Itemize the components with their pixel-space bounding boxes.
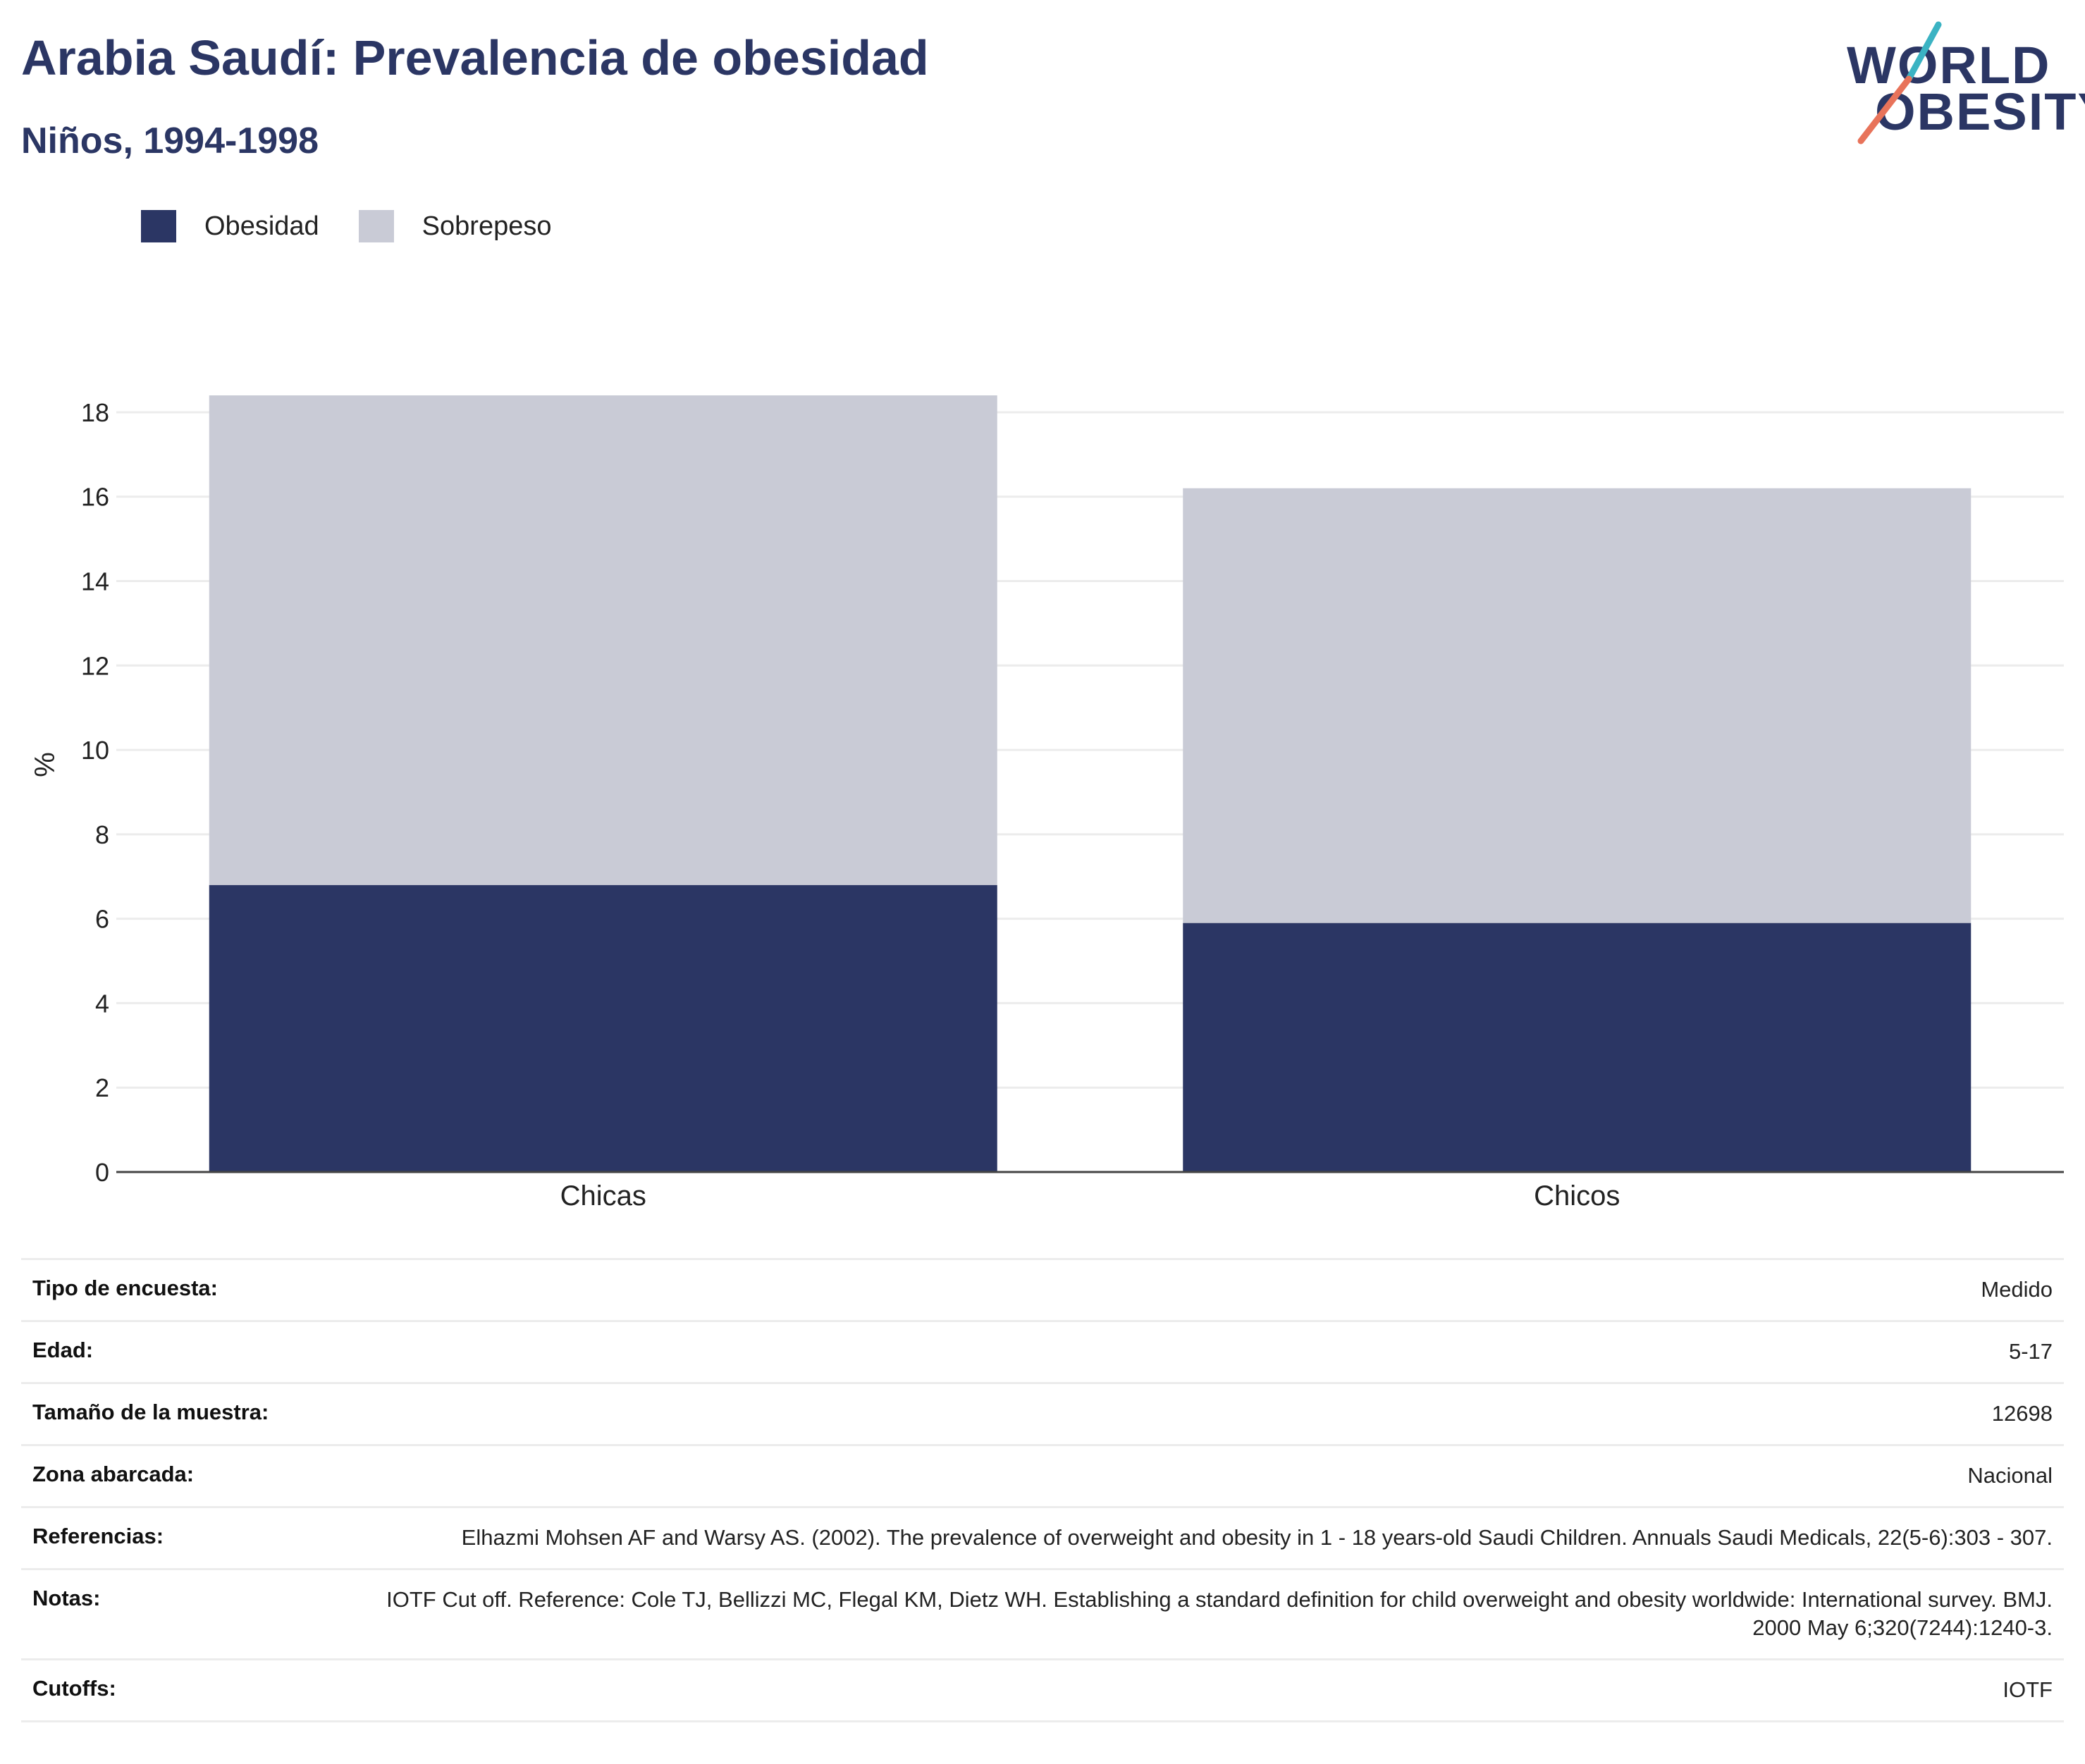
details-row: Tipo de encuesta: Medido <box>21 1258 2064 1320</box>
details-value: 5-17 <box>2008 1338 2053 1364</box>
legend-swatch-obesidad <box>141 210 176 242</box>
chart-subtitle: Niños, 1994-1998 <box>21 121 319 161</box>
bar-sobrepeso-chicos <box>1183 488 1972 923</box>
details-label: Referencias: <box>32 1523 164 1548</box>
y-tick-label: 4 <box>95 989 109 1018</box>
survey-details-table: Tipo de encuesta: Medido Edad: 5-17 Tamaño d… <box>21 1258 2064 1723</box>
y-tick-label: 10 <box>81 736 109 765</box>
bar-obesidad-chicos <box>1183 923 1972 1172</box>
y-tick-label: 12 <box>81 651 109 680</box>
stacked-bar-chart: 0 2 4 6 8 10 12 14 16 18% Chicas Chicos <box>30 395 2064 1211</box>
details-row: Tamaño de la muestra: 12698 <box>21 1381 2064 1444</box>
chart-title: Arabia Saudí: Prevalencia de obesidad <box>21 30 929 85</box>
y-tick-label: 6 <box>95 905 109 934</box>
legend-label-obesidad: Obesidad <box>204 211 319 241</box>
x-tick-label: Chicos <box>1534 1180 1620 1211</box>
details-row: Notas: IOTF Cut off. Reference: Cole TJ, … <box>21 1567 2064 1659</box>
details-value: Elhazmi Mohsen AF and Warsy AS. (2002). … <box>461 1524 2053 1550</box>
details-label: Zona abarcada: <box>32 1461 195 1486</box>
bar-sobrepeso-chicas <box>209 395 997 885</box>
y-tick-label: 14 <box>81 567 109 596</box>
details-value: Nacional <box>1967 1462 2053 1488</box>
details-label: Tipo de encuesta: <box>32 1276 218 1300</box>
legend-label-sobrepeso: Sobrepeso <box>422 211 552 241</box>
logo-slash-icon <box>1857 21 1942 144</box>
details-label: Cutoffs: <box>32 1676 116 1701</box>
details-row: Edad: 5-17 <box>21 1319 2064 1382</box>
x-tick-label: Chicas <box>560 1180 646 1211</box>
details-value: IOTF Cut off. Reference: Cole TJ, Belliz… <box>386 1586 2053 1641</box>
y-tick-label: 2 <box>95 1073 109 1102</box>
details-value: Medido <box>1981 1277 2053 1302</box>
details-label: Edad: <box>32 1337 94 1362</box>
details-row: Zona abarcada: Nacional <box>21 1443 2064 1506</box>
details-label: Notas: <box>32 1585 101 1610</box>
bar-obesidad-chicas <box>209 884 997 1172</box>
y-tick-label: 16 <box>81 483 109 512</box>
details-row: Cutoffs: IOTF <box>21 1658 2064 1723</box>
logo-text-line1: WORLD <box>1847 36 2051 94</box>
logo-text-line2: OBESITY <box>1875 82 2085 141</box>
details-value: IOTF <box>2003 1677 2053 1703</box>
details-label: Tamaño de la muestra: <box>32 1399 269 1424</box>
legend-item-obesidad: Obesidad <box>141 210 319 242</box>
y-tick-label: 8 <box>95 820 109 849</box>
legend-item-sobrepeso: Sobrepeso <box>358 210 552 242</box>
chart-legend: Obesidad Sobrepeso <box>141 210 591 242</box>
y-axis-label: % <box>30 752 61 777</box>
details-row: Referencias: Elhazmi Mohsen AF and Warsy … <box>21 1505 2064 1568</box>
world-obesity-logo: WORLD OBESITY <box>1833 21 2085 148</box>
y-tick-label: 0 <box>95 1158 109 1187</box>
legend-swatch-sobrepeso <box>358 210 394 242</box>
details-value: 12698 <box>1991 1400 2053 1426</box>
y-tick-label: 18 <box>81 398 109 427</box>
